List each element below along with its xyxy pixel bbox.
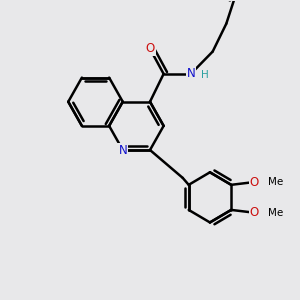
Text: Me: Me (268, 177, 283, 187)
Text: N: N (118, 143, 127, 157)
Text: O: O (250, 176, 259, 188)
Text: O: O (250, 206, 259, 219)
Text: H: H (201, 70, 208, 80)
Text: N: N (187, 68, 195, 80)
Text: O: O (146, 42, 154, 55)
Text: Me: Me (268, 208, 283, 218)
